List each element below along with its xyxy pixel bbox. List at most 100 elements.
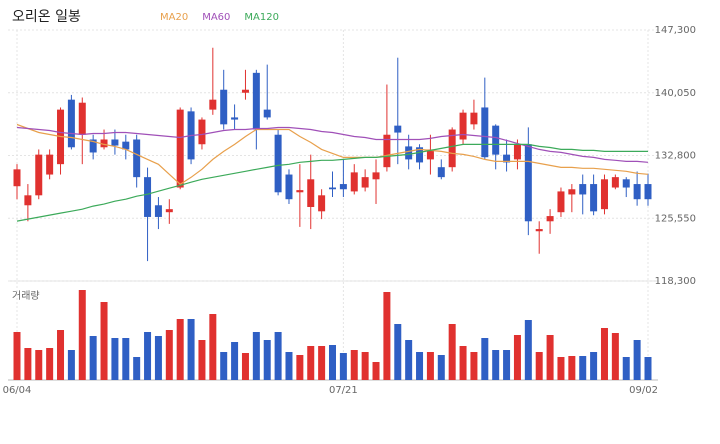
y-tick-label: 140,050 xyxy=(655,88,696,99)
volume-bar xyxy=(568,356,576,380)
volume-bar xyxy=(57,330,65,380)
legend-label: MA120 xyxy=(244,12,279,23)
volume-bar xyxy=(611,333,619,380)
candle-body xyxy=(220,89,228,125)
x-tick-label: 07/21 xyxy=(329,385,358,396)
volume-bar xyxy=(133,357,141,380)
volume-bar xyxy=(144,332,152,380)
candle-body xyxy=(13,169,21,187)
candle-body xyxy=(633,184,641,200)
candle-body xyxy=(622,179,630,188)
candle-body xyxy=(503,154,511,163)
candle-body xyxy=(470,112,478,125)
candle-body xyxy=(426,149,434,160)
volume-bar xyxy=(154,336,162,380)
candle-body xyxy=(263,109,271,118)
x-tick-label: 09/02 xyxy=(629,385,658,396)
candle-body xyxy=(524,144,532,222)
volume-bar xyxy=(122,338,130,380)
candle-body xyxy=(568,189,576,195)
candle-body xyxy=(350,172,358,192)
volume-bar xyxy=(13,332,21,380)
ma-line xyxy=(16,126,649,163)
volume-bar xyxy=(318,346,326,380)
candle-body xyxy=(459,112,467,140)
candle-body xyxy=(35,154,43,196)
chart-title: 오리온 일봉 xyxy=(12,9,81,25)
volume-bar xyxy=(579,356,587,380)
volume-bar xyxy=(513,335,521,380)
volume-bar xyxy=(78,290,86,380)
volume-bar xyxy=(361,352,369,380)
volume-bar xyxy=(176,319,184,380)
volume-bar xyxy=(111,338,119,380)
volume-bar xyxy=(535,352,543,380)
volume-bar xyxy=(263,340,271,380)
candle-body xyxy=(122,141,130,150)
volume-bar xyxy=(209,314,217,380)
volume-bar xyxy=(481,338,489,380)
volume-bar xyxy=(252,332,260,380)
candle-body xyxy=(546,216,554,222)
candle-body xyxy=(307,179,315,207)
y-tick-label: 132,800 xyxy=(655,151,696,162)
volume-bar xyxy=(383,292,391,380)
candle-body xyxy=(133,139,141,178)
candle-body xyxy=(557,191,565,213)
candle-body xyxy=(405,146,413,160)
volume-bar xyxy=(46,348,54,380)
candle-body xyxy=(111,139,119,146)
candle-body xyxy=(372,172,380,180)
candle-body xyxy=(318,195,326,212)
candle-body xyxy=(383,134,391,168)
volume-bar xyxy=(274,332,282,380)
candle-body xyxy=(296,190,304,193)
volume-bar xyxy=(524,320,532,380)
candle-body xyxy=(481,107,489,158)
volume-bar xyxy=(372,362,380,380)
y-tick-label: 125,550 xyxy=(655,213,696,224)
volume-bar xyxy=(622,357,630,380)
volume-bar xyxy=(405,340,413,380)
volume-bar xyxy=(220,352,228,380)
y-tick-label: 147,300 xyxy=(655,25,696,36)
candle-body xyxy=(89,139,97,153)
volume-bar xyxy=(633,340,641,380)
volume-bar xyxy=(329,345,336,380)
candle-body xyxy=(241,89,249,93)
candle-body xyxy=(144,177,152,217)
candle-body xyxy=(416,147,424,163)
candle-body xyxy=(600,179,608,210)
volume-bar xyxy=(35,350,43,380)
volume-bar xyxy=(165,330,173,380)
candle-body xyxy=(579,184,587,195)
volume-bar xyxy=(459,346,467,380)
candle-body xyxy=(644,184,652,200)
volume-bar xyxy=(470,352,478,380)
volume-bar xyxy=(557,357,565,380)
volume-bar xyxy=(339,353,347,380)
candle-body xyxy=(611,177,619,188)
candle-body xyxy=(176,109,184,188)
volume-bar xyxy=(546,335,554,380)
candle-body xyxy=(361,177,369,188)
volume-bar xyxy=(67,350,75,380)
candle-body xyxy=(590,184,598,212)
volume-bar xyxy=(89,336,97,380)
candle-body xyxy=(285,174,293,200)
candle-body xyxy=(78,102,86,135)
candle-body xyxy=(437,167,445,178)
volume-bar xyxy=(394,324,402,380)
candle-body xyxy=(329,187,336,190)
volume-bar xyxy=(503,350,511,380)
candle-body xyxy=(198,119,206,145)
candle-body xyxy=(492,125,500,155)
volume-bar xyxy=(350,350,358,380)
candle-body xyxy=(535,229,543,232)
volume-label: 거래량 xyxy=(12,290,40,302)
volume-bar xyxy=(296,355,304,380)
candle-body xyxy=(100,139,108,148)
volume-bar xyxy=(644,357,652,380)
